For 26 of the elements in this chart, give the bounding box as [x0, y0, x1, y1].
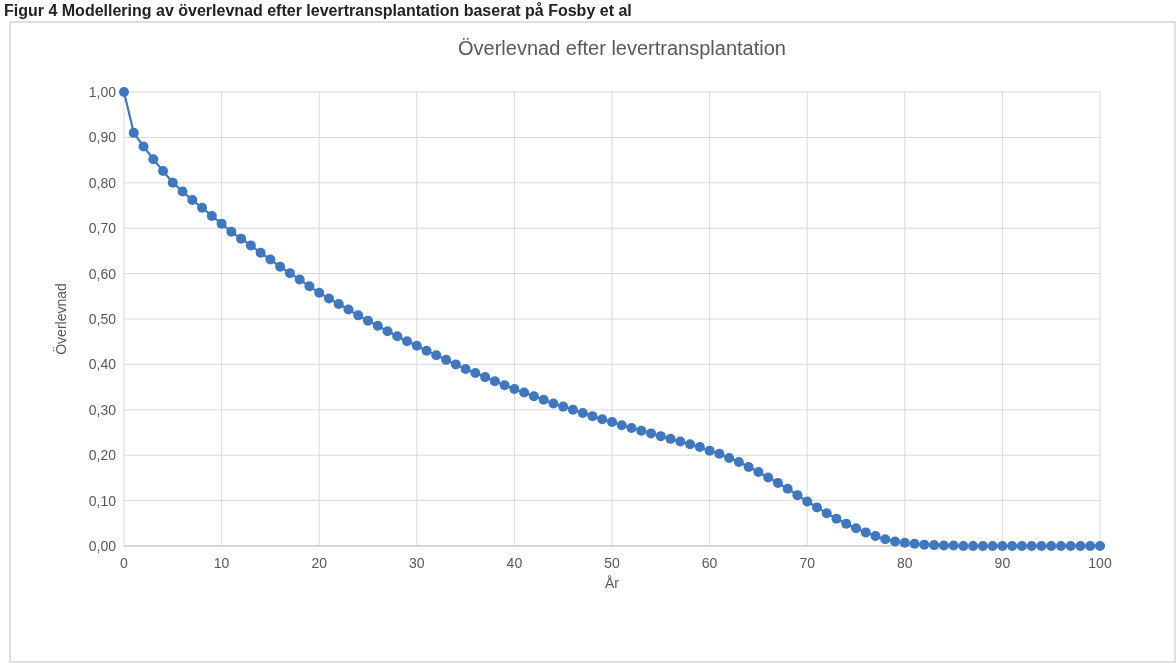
- x-tick-label: 60: [701, 555, 718, 571]
- x-tick-label: 90: [994, 555, 1011, 571]
- y-tick-label: 0,10: [88, 492, 117, 509]
- x-tick-label: 30: [409, 555, 425, 571]
- y-tick-label: 0,80: [88, 174, 117, 191]
- y-tick-label: 0,50: [88, 310, 117, 327]
- y-tick-label: 1,00: [88, 83, 117, 100]
- x-axis-title: År: [605, 575, 620, 591]
- x-tick-label: 70: [799, 555, 816, 571]
- y-tick-label: 0,30: [88, 401, 117, 418]
- y-tick-label: 0,70: [88, 220, 117, 237]
- x-tick-label: 100: [1088, 555, 1112, 571]
- x-tick-label: 40: [506, 555, 523, 571]
- x-tick-label: 10: [213, 555, 230, 571]
- y-axis-title: Överlevnad: [52, 283, 69, 355]
- x-tick-label: 0: [120, 555, 129, 571]
- text: Figur 4 Modellering av överlevnad efter levertransplantation baserat på Fosby et al: [4, 2, 632, 19]
- y-tick-label: 0,90: [88, 129, 117, 146]
- y-tick-label: 0,40: [88, 356, 117, 373]
- y-tick-label: 0,60: [88, 265, 117, 282]
- y-tick-label: 0,00: [88, 537, 117, 554]
- y-tick-label: 0,20: [88, 447, 117, 464]
- x-tick-label: 20: [311, 555, 328, 571]
- x-tick-label: 80: [897, 555, 913, 571]
- chart-title: Överlevnad efter levertransplantation: [458, 37, 786, 59]
- x-tick-label: 50: [604, 555, 620, 571]
